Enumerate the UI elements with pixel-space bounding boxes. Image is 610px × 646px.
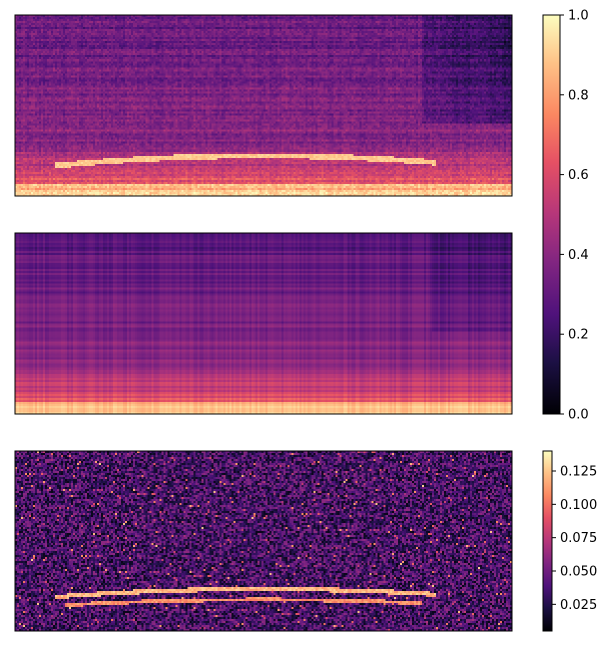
heatmap-panel-original	[14, 14, 513, 197]
colorbar-lower-ticks: 0.025 0.050 0.075 0.100 0.125	[552, 465, 597, 613]
colorbar-tick-label: 0.8	[568, 88, 589, 103]
colorbar-tick-label: 0.0	[568, 408, 589, 423]
colorbar-lower-gradient	[543, 451, 552, 631]
colorbar-tick-label: 0.100	[560, 498, 597, 513]
colorbar-tick-label: 0.025	[560, 598, 597, 613]
colorbar-upper-gradient	[543, 15, 560, 414]
panel-frame	[14, 450, 513, 632]
panel-frame	[14, 14, 513, 197]
colorbar-upper-ticks: 0.0 0.2 0.4 0.6 0.8 1.0	[560, 9, 589, 423]
colorbar-tick-label: 0.4	[568, 248, 589, 263]
colorbar-upper-frame	[542, 14, 561, 415]
heatmap-original	[15, 15, 512, 196]
colorbar-tick-label: 0.6	[568, 168, 589, 183]
colorbar-tick-label: 0.050	[560, 565, 597, 580]
heatmap-panel-reconstruction	[14, 232, 513, 415]
colorbar-tick-label: 1.0	[568, 9, 589, 24]
heatmap-difference	[15, 451, 512, 631]
colorbar-tick-label: 0.075	[560, 531, 597, 546]
colorbar-tick-label: 0.2	[568, 328, 589, 343]
colorbar-upper: 0.0 0.2 0.4 0.6 0.8 1.0	[542, 9, 589, 423]
colorbar-lower: 0.025 0.050 0.075 0.100 0.125	[542, 450, 597, 632]
colorbar-tick-label: 0.125	[560, 465, 597, 480]
colorbar-lower-frame	[542, 450, 553, 632]
heatmap-reconstruction	[15, 233, 512, 414]
panel-frame	[14, 232, 513, 415]
heatmap-panel-difference	[14, 450, 513, 632]
